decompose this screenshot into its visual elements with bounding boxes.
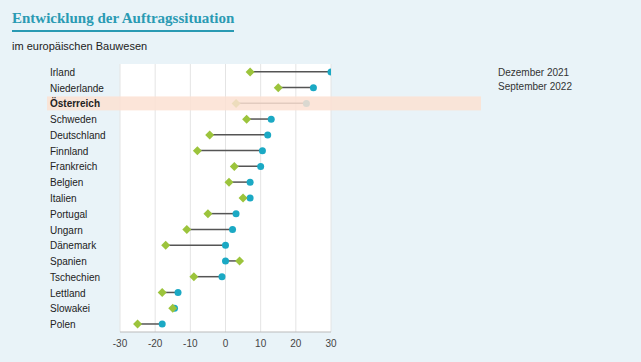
svg-text:-30: -30 <box>113 338 128 349</box>
svg-text:0: 0 <box>223 338 229 349</box>
svg-text:Frankreich: Frankreich <box>50 161 97 172</box>
svg-text:30: 30 <box>325 338 337 349</box>
html-text:im europäischen Bauwesen: im europäischen Bauwesen <box>12 40 148 52</box>
svg-text:Polen: Polen <box>50 319 76 330</box>
svg-text:20: 20 <box>290 338 302 349</box>
svg-text:Tschechien: Tschechien <box>50 272 100 283</box>
html-text:September 2022: September 2022 <box>498 80 572 92</box>
svg-text:Deutschland: Deutschland <box>50 130 106 141</box>
svg-text:Dänemark: Dänemark <box>50 240 97 251</box>
svg-text:Schweden: Schweden <box>50 114 97 125</box>
svg-text:-10: -10 <box>183 338 198 349</box>
svg-text:Spanien: Spanien <box>50 256 87 267</box>
svg-text:Portugal: Portugal <box>50 209 87 220</box>
svg-text:Slowakei: Slowakei <box>50 303 90 314</box>
svg-text:-20: -20 <box>148 338 163 349</box>
svg-text:10: 10 <box>255 338 267 349</box>
html-text:Entwicklung der Auftragssituat: Entwicklung der Auftragssituation <box>12 10 235 26</box>
html-text:Dezember 2021: Dezember 2021 <box>498 66 570 78</box>
svg-text:Belgien: Belgien <box>50 177 83 188</box>
svg-text:Finnland: Finnland <box>50 146 88 157</box>
svg-text:Italien: Italien <box>50 193 77 204</box>
svg-text:Österreich: Österreich <box>50 97 100 109</box>
svg-text:Niederlande: Niederlande <box>50 83 104 94</box>
svg-text:Ungarn: Ungarn <box>50 225 83 236</box>
svg-text:Lettland: Lettland <box>50 288 86 299</box>
svg-text:Irland: Irland <box>50 67 75 78</box>
